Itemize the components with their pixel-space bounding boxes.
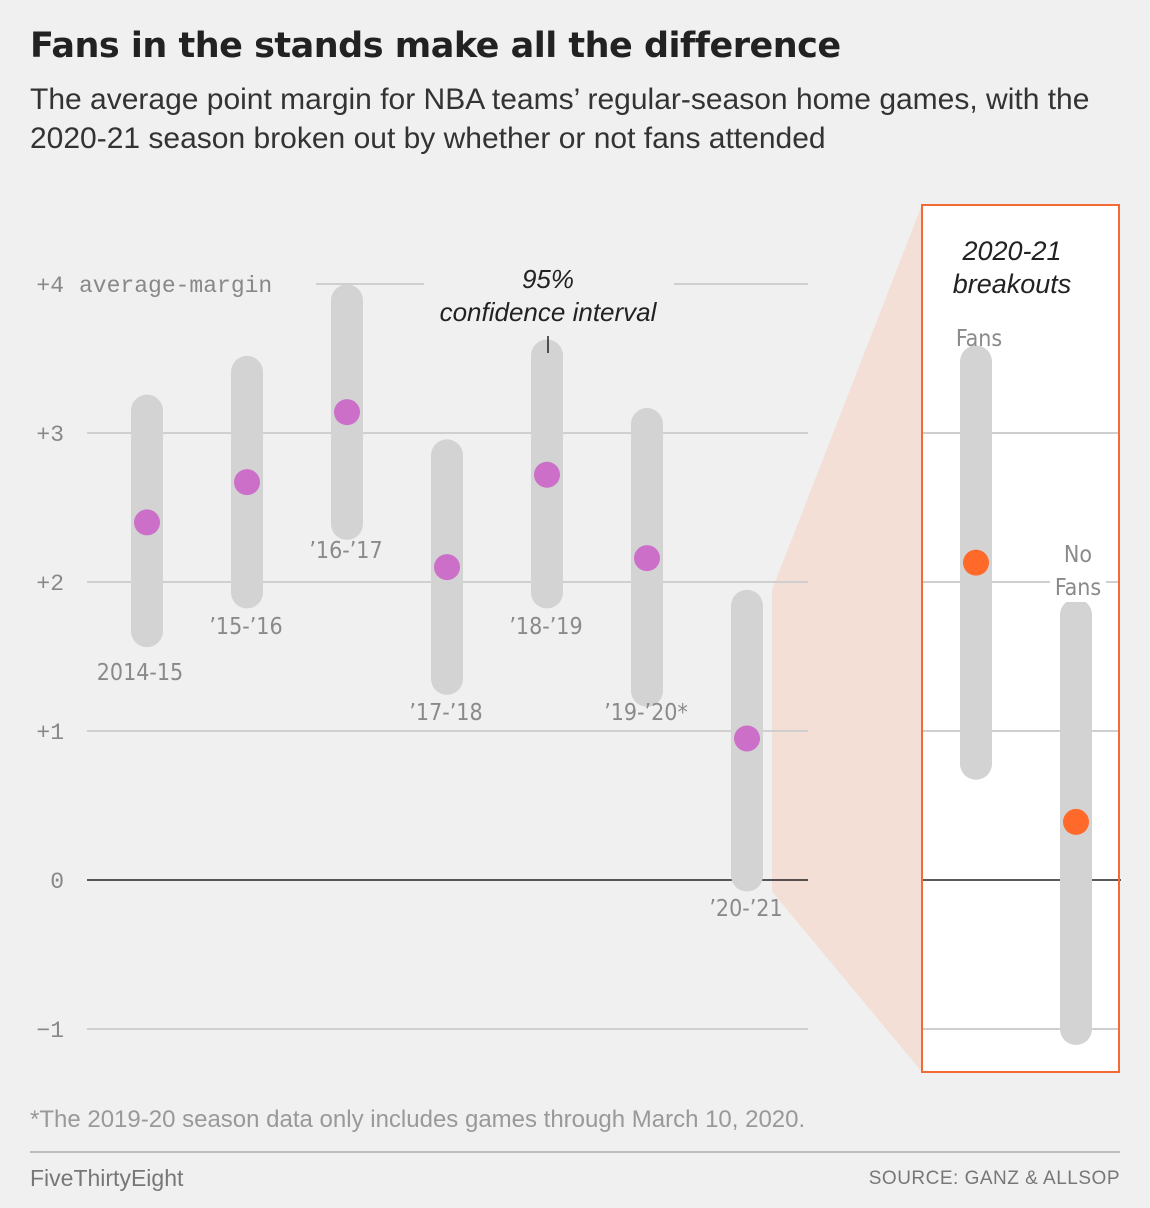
average-margin-dot	[334, 399, 360, 426]
annotation-text: 95%	[522, 264, 574, 294]
chart-title: Fans in the stands make all the differen…	[30, 26, 841, 66]
season-label: ’20-’21	[709, 896, 782, 922]
y-tick-label: +2	[36, 571, 64, 597]
chart-subtitle: The average point margin for NBA teams’ …	[30, 83, 1090, 155]
brand-logo: FiveThirtyEight	[30, 1165, 184, 1191]
season-label: ’15-’16	[209, 614, 282, 640]
average-margin-dot	[534, 461, 560, 488]
grid-layer	[87, 283, 1121, 1030]
source-note: SOURCE: GANZ & ALLSOP	[868, 1168, 1120, 1189]
season-label: ’18-’19	[509, 614, 582, 640]
annotation-backdrop	[424, 262, 674, 328]
y-tick-label: +4	[36, 273, 64, 299]
y-axis-label: average-margin	[79, 273, 272, 299]
average-margin-dot	[134, 509, 160, 536]
breakout-label-fans: Fans	[956, 326, 1002, 352]
breakout-dot	[963, 549, 989, 576]
y-tick-label: +1	[36, 720, 64, 746]
dot-layer	[134, 399, 1089, 835]
average-margin-dot	[634, 545, 660, 572]
season-label: ’19-’20*	[604, 700, 688, 726]
breakout-panel-border	[921, 204, 1120, 1073]
chart-svg: −1 0 +1 +2 +3 +4 average-margin 2014-15 ’15-’16 ’…	[36, 204, 1121, 1073]
annotation-text: confidence interval	[440, 297, 658, 327]
breakout-label-no-fans: Fans	[1055, 575, 1101, 601]
average-margin-dot	[234, 469, 260, 496]
season-label: ’16-’17	[309, 538, 382, 564]
breakout-dot	[1063, 808, 1089, 835]
breakout-title: breakouts	[953, 269, 1072, 299]
average-margin-dot	[734, 725, 760, 752]
season-label: ’17-’18	[409, 700, 482, 726]
y-tick-label: +3	[36, 422, 64, 448]
season-label: 2014-15	[97, 660, 183, 686]
breakout-title: 2020-21	[961, 236, 1061, 266]
breakout-label-no-fans: No	[1064, 542, 1092, 568]
footnote: *The 2019-20 season data only includes g…	[30, 1106, 806, 1133]
zoom-wedge	[772, 205, 922, 1072]
footer-rule	[30, 1151, 1120, 1153]
y-tick-label: −1	[36, 1018, 64, 1044]
breakout-label-backdrop	[1050, 572, 1106, 602]
average-margin-dot	[434, 554, 460, 581]
y-tick-label: 0	[50, 869, 64, 895]
label-layer: −1 0 +1 +2 +3 +4 average-margin 2014-15 ’15-’16 ’…	[36, 204, 1120, 1073]
